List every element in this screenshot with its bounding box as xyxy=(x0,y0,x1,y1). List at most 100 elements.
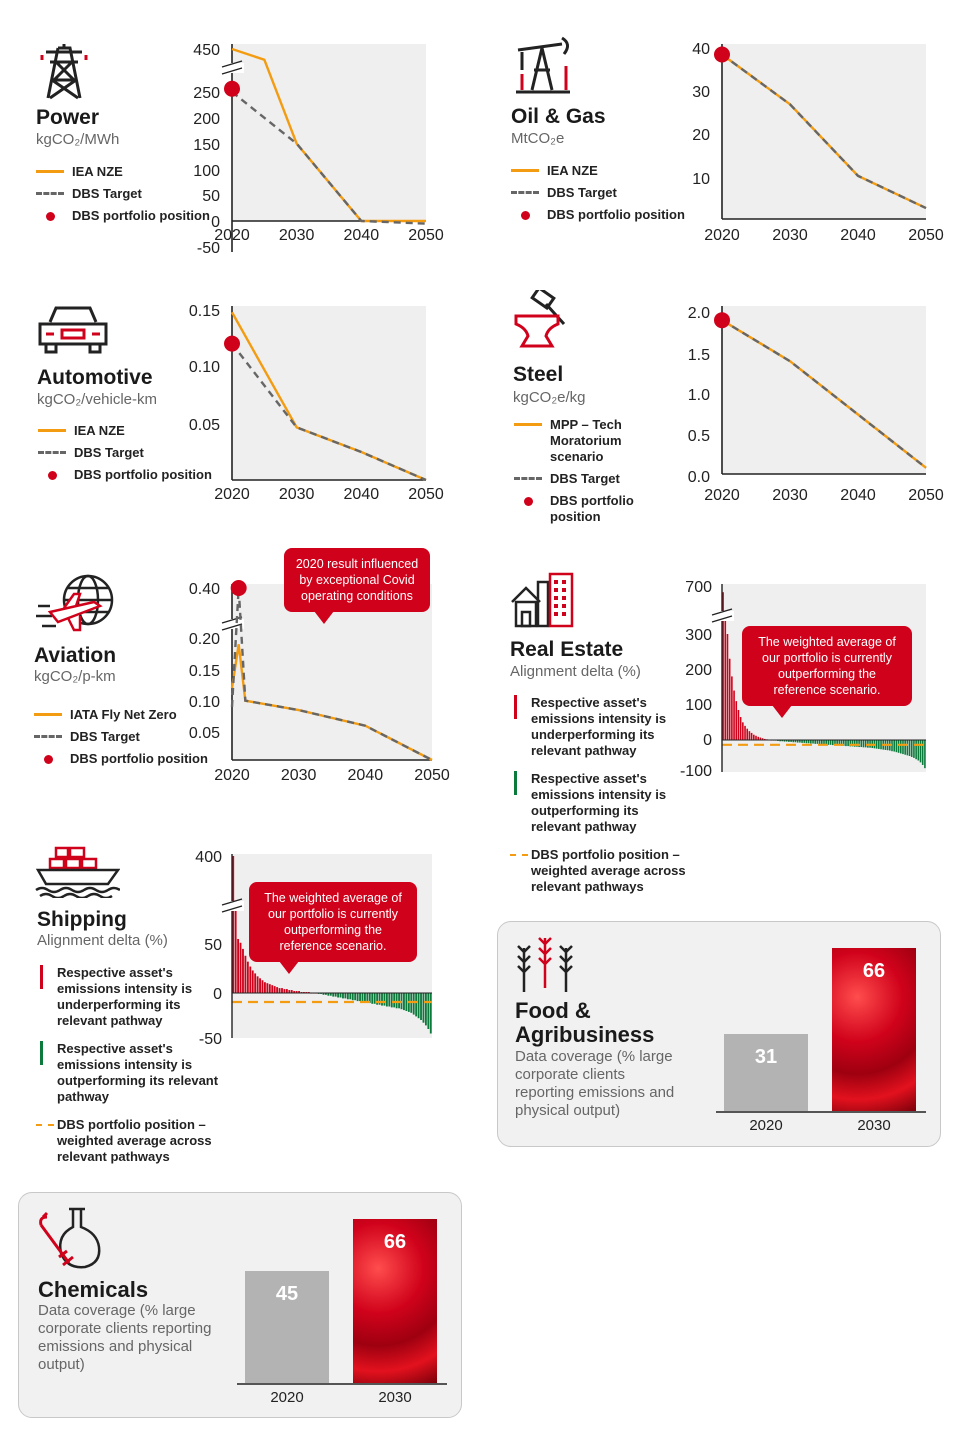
outperforming-bar xyxy=(356,993,359,1002)
underperforming-bar xyxy=(239,942,242,993)
red-bar-swatch xyxy=(40,965,43,989)
y-tick-label: 0.0 xyxy=(688,469,710,486)
outperforming-bar xyxy=(373,993,376,1004)
outperforming-bar xyxy=(339,993,342,998)
outperforming-bar xyxy=(823,740,825,745)
outperforming-bar xyxy=(376,993,379,1005)
underperforming-bar xyxy=(251,970,254,993)
outperforming-bar xyxy=(359,993,361,1002)
outperforming-bar xyxy=(383,993,386,1006)
outperforming-bar xyxy=(829,740,832,745)
outperforming-bar xyxy=(825,740,827,745)
steel-title: Steel xyxy=(513,363,564,386)
red-dot-swatch xyxy=(521,211,530,220)
axis-break-mark xyxy=(221,898,243,906)
outperforming-bar xyxy=(862,740,865,748)
underperforming-bar xyxy=(278,988,281,993)
x-tick-label: 2020 xyxy=(704,227,740,244)
outperforming-bar xyxy=(836,740,838,746)
axis-break-gap xyxy=(710,611,734,621)
y-tick-label: 0.20 xyxy=(189,631,220,648)
underperforming-bar xyxy=(731,676,733,740)
chemicals-title: Chemicals xyxy=(38,1277,149,1302)
dbs-position-dot xyxy=(224,335,240,352)
x-tick-label: 2020 xyxy=(214,486,250,503)
outperforming-bar xyxy=(858,740,860,748)
outperforming-bar xyxy=(415,993,418,1017)
outperforming-bar xyxy=(908,740,911,756)
orange-line-swatch xyxy=(511,169,539,172)
orange-dash-swatch xyxy=(510,854,528,856)
legend-weighted: DBS portfolio position – weighted averag… xyxy=(510,847,690,895)
outperforming-bar xyxy=(831,740,834,746)
y-tick-label: 20 xyxy=(692,127,710,144)
y-tick-label: 50 xyxy=(202,188,220,205)
outperforming-bar xyxy=(324,993,327,995)
y-tick-label: 0.15 xyxy=(189,663,220,680)
oilgas-legend: IEA NZE DBS Target DBS portfolio positio… xyxy=(511,163,686,229)
underperforming-bar xyxy=(748,731,751,740)
coverage-bar-2030: 66 xyxy=(832,948,916,1111)
outperforming-bar xyxy=(403,993,405,1011)
x-tick-label: 2020 xyxy=(214,767,250,784)
outperforming-bar xyxy=(801,740,803,743)
legend-iea-nze: IEA NZE xyxy=(511,163,686,179)
airplane-globe-icon xyxy=(36,574,114,632)
y-tick-label: 0 xyxy=(213,986,222,1003)
outperforming-bar xyxy=(388,993,391,1007)
outperforming-bar xyxy=(803,740,806,743)
outperforming-bar xyxy=(821,740,823,745)
legend-label: DBS portfolio position xyxy=(72,208,210,223)
underperforming-bar xyxy=(254,973,257,993)
dashed-line-swatch xyxy=(38,451,66,454)
outperforming-bar xyxy=(834,740,836,746)
legend-label: DBS portfolio position xyxy=(74,467,212,482)
x-tick-label: 2030 xyxy=(772,487,808,504)
food-title-line1: Food & xyxy=(515,998,591,1023)
plot-background xyxy=(722,44,926,219)
underperforming-bar xyxy=(234,906,237,993)
legend-label: Respective asset's emissions intensity i… xyxy=(57,965,193,1028)
legend-iata: IATA Fly Net Zero xyxy=(34,707,209,723)
legend-label: DBS portfolio position – weighted averag… xyxy=(57,1117,212,1164)
underperforming-bar xyxy=(746,728,749,740)
realestate-title: Real Estate xyxy=(510,638,624,661)
dbs-position-dot xyxy=(224,80,240,97)
power-title: Power xyxy=(36,106,100,129)
dashed-line-swatch xyxy=(511,191,539,194)
outperforming-bar xyxy=(794,740,797,743)
outperforming-bar xyxy=(847,740,849,747)
y-tick-label: 0.5 xyxy=(688,428,710,445)
legend-dbs-position: DBS portfolio position xyxy=(34,751,209,767)
underperforming-bar xyxy=(757,736,759,740)
axis-break-mark xyxy=(221,623,243,631)
anvil-hammer-icon xyxy=(514,290,566,348)
axis-break-gap xyxy=(220,901,244,911)
outperforming-bar xyxy=(329,993,332,996)
coverage-year-label: 2030 xyxy=(378,1389,412,1406)
legend-label: DBS portfolio position xyxy=(70,751,208,766)
outperforming-bar xyxy=(851,740,854,747)
outperforming-bar xyxy=(790,740,792,742)
underperforming-bar xyxy=(249,966,252,993)
underperforming-bar xyxy=(735,701,738,740)
dashed-line-swatch xyxy=(36,192,64,195)
outperforming-bar xyxy=(913,740,915,758)
underperforming-bar xyxy=(298,991,300,993)
underperforming-bar xyxy=(261,980,264,993)
y-tick-label: 10 xyxy=(692,171,710,188)
x-tick-label: 2030 xyxy=(279,486,315,503)
auto-unit: kgCO₂/vehicle-km xyxy=(37,391,158,408)
outperforming-bar xyxy=(779,740,781,742)
outperforming-bar xyxy=(906,740,909,756)
x-tick-label: 2050 xyxy=(408,486,444,503)
x-tick-label: 2030 xyxy=(772,227,808,244)
legend-dbs-target: DBS Target xyxy=(514,471,654,487)
underperforming-bar xyxy=(285,989,288,993)
outperforming-bar xyxy=(838,740,841,746)
legend-label: MPP – Tech Moratorium scenario xyxy=(550,417,622,464)
red-dot-swatch xyxy=(524,497,533,506)
coverage-value-label: 45 xyxy=(275,1283,299,1306)
coverage-bar-2020: 45 xyxy=(245,1271,329,1383)
dashed-line-swatch xyxy=(34,735,62,738)
